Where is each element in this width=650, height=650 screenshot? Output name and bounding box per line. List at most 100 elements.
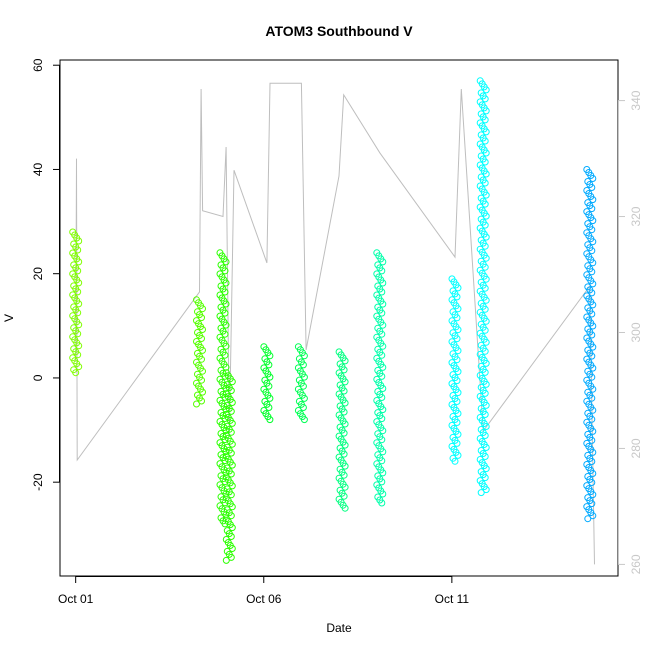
data-point [300,394,308,402]
data-point [584,515,592,523]
data-point [379,448,387,456]
data-point [299,382,307,390]
data-point [340,471,348,479]
data-point [482,149,490,157]
series-cluster-5 [294,343,308,424]
data-point [266,416,274,424]
data-point [481,221,489,229]
data-point [75,237,83,245]
data-point [588,184,596,191]
data-point [266,373,274,381]
x-axis-label: Date [326,621,352,635]
x-tick-label: Oct 11 [435,592,470,606]
data-point [222,342,230,350]
data-point [481,453,489,460]
plot-frame [59,59,619,577]
data-point [481,432,489,439]
series-cluster-7 [373,249,387,507]
y2-tick-label: 320 [629,206,643,226]
data-point [378,436,386,444]
data-point [588,289,596,297]
data-point [340,387,348,395]
data-point [588,352,596,360]
data-point [378,309,386,317]
y-tick-label: -20 [31,473,45,491]
data-point [379,321,387,329]
data-point [193,400,200,408]
data-point [340,429,348,437]
data-point [588,205,596,213]
data-point [589,448,597,456]
y-axis-label: V [2,314,16,322]
data-point [74,330,82,338]
data-point [75,279,83,287]
data-point [227,407,235,415]
data-point [378,330,386,338]
data-point [379,342,387,350]
data-point [228,545,236,552]
data-point [589,217,597,225]
data-point [378,394,386,401]
series-cluster-6 [335,348,349,512]
data-point [199,388,206,396]
data-point [227,449,235,457]
data-point [378,267,386,275]
data-point [454,305,462,313]
data-point [227,533,235,540]
data-point [228,419,236,427]
data-point [228,461,236,469]
data-point [482,465,490,473]
data-point [228,482,236,490]
data-point [227,553,235,561]
y2-tick-label: 260 [629,554,643,574]
data-point [222,279,230,287]
data-point [481,474,489,482]
data-point [453,398,461,405]
data-point [454,410,462,417]
data-layer [69,77,597,565]
data-point [481,368,489,376]
data-point [378,415,386,423]
data-point [482,486,490,494]
data-point [588,247,596,255]
data-point [265,404,273,411]
data-point [221,351,229,359]
data-point [227,428,235,436]
data-point [74,309,82,317]
series-cluster-4 [260,343,274,424]
data-point [222,258,230,266]
data-point [341,504,349,512]
y-tick-label: 20 [31,267,45,281]
data-point [589,406,597,414]
data-point [589,259,597,267]
data-point [453,335,461,343]
data-point [588,331,596,339]
series-cluster-0 [69,228,83,377]
data-point [228,524,236,532]
data-point [454,368,462,376]
data-point [589,385,597,393]
data-point [482,423,490,430]
data-point [378,351,386,359]
data-point [481,116,489,124]
y-tick-label: 60 [31,58,45,72]
chart-title: ATOM3 Southbound V [265,23,413,39]
data-point [222,363,230,371]
data-point [481,242,489,250]
data-point [74,267,82,275]
data-point [482,317,490,325]
data-point [74,246,82,254]
data-point [340,492,348,500]
data-point [228,399,236,406]
data-point [378,457,386,465]
data-point [588,479,596,486]
data-point [589,238,597,246]
data-point [299,361,307,369]
data-point [451,457,459,465]
data-point [221,309,229,317]
data-point [481,284,489,292]
data-point [481,137,489,145]
axes-layer: Oct 01 Oct 06 Oct 11 -20 0 20 40 60 260 280 300 320… [31,58,643,606]
